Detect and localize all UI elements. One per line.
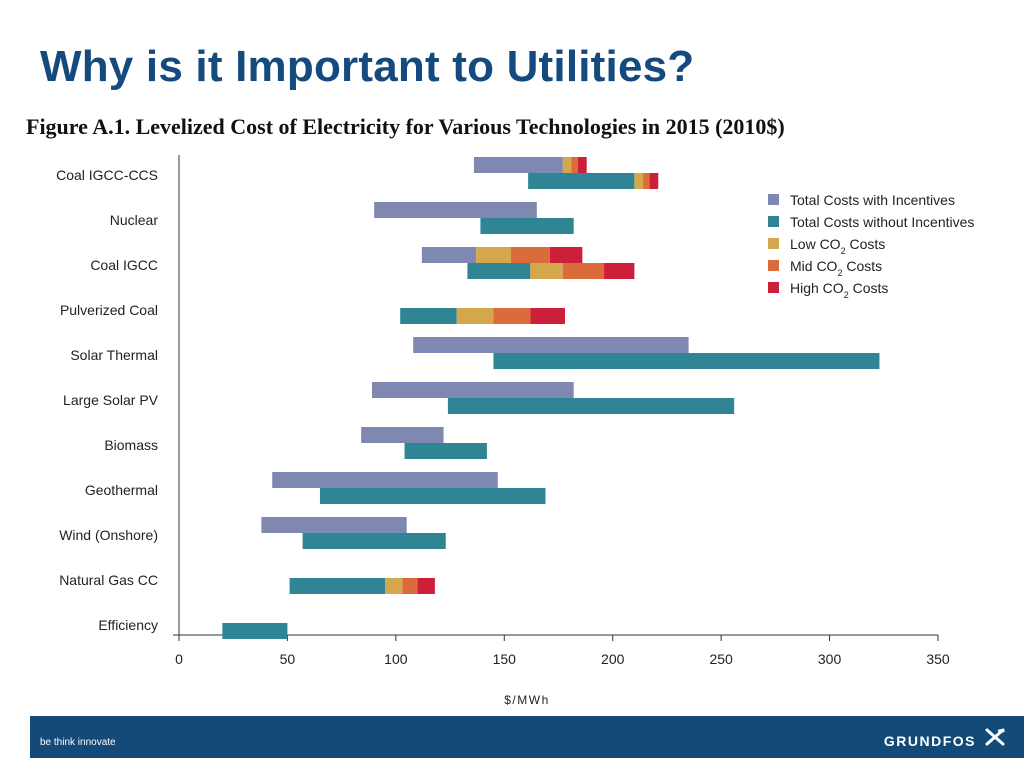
bar-segment-with-incentives (261, 517, 407, 533)
brand-logo-text: GRUNDFOS (883, 733, 976, 749)
category-label: Biomass (104, 437, 158, 453)
bar-segment-mid-co2 (493, 308, 531, 324)
bar-segment-high-co2 (649, 173, 659, 189)
bar-segment-mid-co2 (510, 247, 550, 263)
category-label: Geothermal (85, 482, 158, 498)
bar-segment-without-incentives (319, 488, 546, 504)
bar-segment-low-co2 (562, 157, 572, 173)
category-label: Efficiency (98, 617, 158, 633)
x-tick-label: 200 (601, 651, 625, 667)
grundfos-x-logo-icon (985, 728, 1005, 746)
bar-segment-with-incentives (372, 382, 574, 398)
category-label: Coal IGCC (90, 257, 158, 273)
bar-segment-high-co2 (549, 247, 583, 263)
bar-segment-without-incentives (400, 308, 457, 324)
category-label: Large Solar PV (63, 392, 159, 408)
bar-segment-low-co2 (456, 308, 494, 324)
legend-swatch (768, 216, 779, 227)
legend-swatch (768, 194, 779, 205)
bar-segment-low-co2 (530, 263, 563, 279)
x-tick-label: 150 (493, 651, 517, 667)
legend-swatch (768, 238, 779, 249)
category-label: Solar Thermal (70, 347, 158, 363)
bar-segment-without-incentives (222, 623, 288, 639)
legend-swatch (768, 282, 779, 293)
x-tick-label: 100 (384, 651, 408, 667)
bar-segment-without-incentives (447, 398, 735, 414)
bar-segment-with-incentives (421, 247, 477, 263)
bar-segment-with-incentives (374, 202, 537, 218)
legend-label: Mid CO2 Costs (790, 258, 882, 278)
bar-segment-high-co2 (604, 263, 635, 279)
bar-segment-without-incentives (289, 578, 386, 594)
bar-segment-low-co2 (476, 247, 511, 263)
lcoe-chart: 0 50 100 150 200 250 300 350 $/MWh Coal IGCC-CCS N… (56, 155, 974, 707)
legend-swatch (768, 260, 779, 271)
bar-segment-high-co2 (530, 308, 566, 324)
slide-title: Why is it Important to Utilities? (40, 42, 695, 91)
x-axis-label: $/MWh (504, 693, 550, 707)
x-tick-label: 300 (818, 651, 842, 667)
bar-segment-mid-co2 (562, 263, 605, 279)
category-label: Natural Gas CC (59, 572, 158, 588)
legend-label: Total Costs without Incentives (790, 214, 974, 230)
bar-segment-without-incentives (302, 533, 446, 549)
bar-segment-with-incentives (473, 157, 563, 173)
legend-label: High CO2 Costs (790, 280, 888, 300)
legend-label: Low CO2 Costs (790, 236, 885, 256)
category-label: Coal IGCC-CCS (56, 167, 158, 183)
bar-segment-without-incentives (493, 353, 880, 369)
footer-tagline: be think innovate (40, 737, 116, 748)
x-tick-label: 350 (926, 651, 950, 667)
bar-segment-without-incentives (404, 443, 487, 459)
bar-segment-with-incentives (361, 427, 444, 443)
category-label: Pulverized Coal (60, 302, 158, 318)
bar-segment-without-incentives (528, 173, 635, 189)
bar-segment-high-co2 (417, 578, 435, 594)
bar-segment-mid-co2 (643, 173, 650, 189)
category-label: Wind (Onshore) (59, 527, 158, 543)
figure-caption: Figure A.1. Levelized Cost of Electricit… (26, 114, 785, 139)
x-tick-label: 50 (280, 651, 296, 667)
bar-segment-low-co2 (385, 578, 403, 594)
bar-segment-mid-co2 (402, 578, 418, 594)
category-label: Nuclear (110, 212, 159, 228)
bar-segment-low-co2 (634, 173, 644, 189)
x-tick-label: 250 (709, 651, 733, 667)
bar-segment-with-incentives (413, 337, 689, 353)
bar-segment-mid-co2 (571, 157, 579, 173)
chart-legend: Total Costs with Incentives Total Costs w… (768, 192, 974, 300)
bar-segment-high-co2 (578, 157, 587, 173)
bar-segment-without-incentives (480, 218, 574, 234)
bar-segment-without-incentives (467, 263, 531, 279)
x-tick-label: 0 (175, 651, 183, 667)
legend-label: Total Costs with Incentives (790, 192, 955, 208)
bar-segment-with-incentives (272, 472, 498, 488)
footer-bar: be think innovate GRUNDFOS (30, 716, 1024, 758)
